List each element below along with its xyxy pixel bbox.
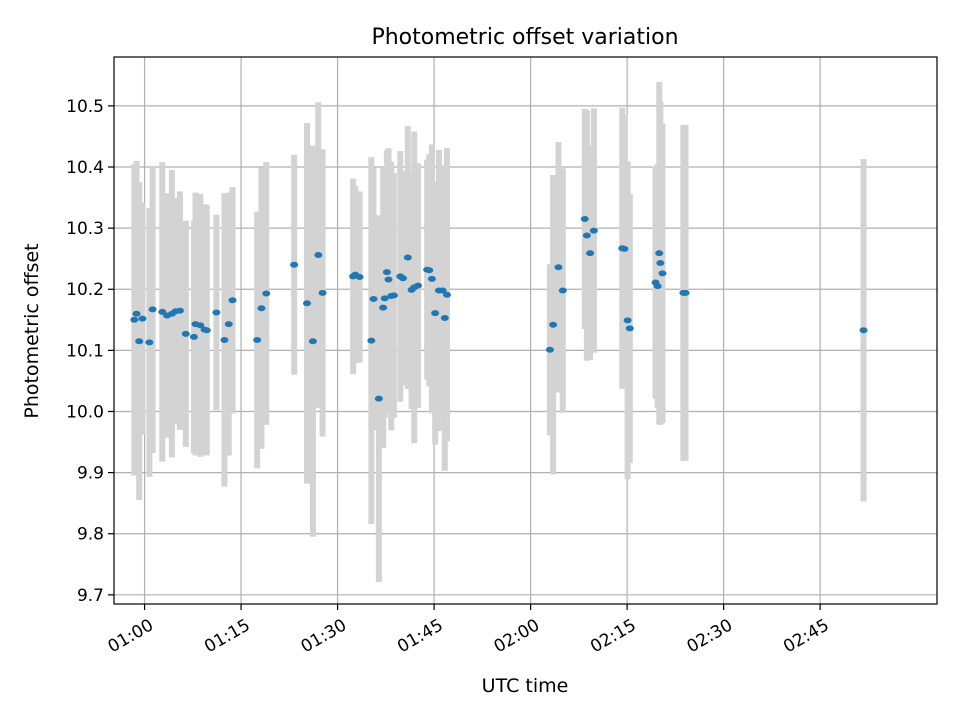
- data-point: [374, 395, 383, 402]
- x-axis-ticks: 01:00 01:15 01:30 01:45 02:00 02:15 02:30 02:45: [105, 604, 833, 657]
- data-point: [318, 289, 327, 296]
- y-tick-label: 9.9: [77, 464, 104, 484]
- grid-lines: [114, 57, 937, 604]
- y-tick-label: 10.1: [66, 341, 104, 361]
- data-point: [620, 245, 629, 252]
- data-point: [440, 314, 449, 321]
- data-point: [262, 290, 271, 297]
- x-tick-label: 02:15: [587, 615, 639, 657]
- y-tick-label: 9.7: [77, 586, 104, 606]
- data-point: [427, 275, 436, 282]
- x-tick-label: 02:45: [780, 615, 832, 657]
- data-point: [431, 310, 440, 317]
- data-point: [253, 336, 262, 343]
- data-point: [384, 276, 393, 283]
- data-point: [220, 336, 229, 343]
- y-tick-label: 10.5: [66, 97, 104, 117]
- data-point: [158, 308, 167, 315]
- data-point: [379, 304, 388, 311]
- data-point: [545, 346, 554, 353]
- plot-area-frame: [113, 56, 938, 605]
- data-point: [138, 315, 147, 322]
- data-point: [656, 259, 665, 266]
- data-point: [145, 339, 154, 346]
- data-point: [228, 297, 237, 304]
- data-point: [130, 316, 139, 323]
- data-point: [554, 264, 563, 271]
- x-tick-label: 01:00: [105, 615, 157, 657]
- data-point: [196, 322, 205, 329]
- y-tick-label: 10.0: [66, 402, 104, 422]
- data-point: [290, 261, 299, 268]
- x-tick-label: 01:30: [298, 615, 350, 657]
- x-tick-label: 02:30: [684, 615, 736, 657]
- data-point: [658, 270, 667, 277]
- chart-title: Photometric offset variation: [371, 25, 678, 50]
- data-point: [655, 250, 664, 257]
- data-point: [202, 327, 211, 334]
- y-tick-label: 10.2: [66, 280, 104, 300]
- data-point: [135, 338, 144, 345]
- data-point: [558, 287, 567, 294]
- y-tick-label: 10.4: [66, 158, 104, 178]
- data-point: [442, 291, 451, 298]
- data-point: [181, 330, 190, 337]
- y-tick-label: 9.8: [77, 525, 104, 545]
- data-point: [859, 327, 868, 334]
- data-point: [369, 296, 378, 303]
- data-point: [382, 269, 391, 276]
- data-point: [257, 305, 266, 312]
- y-axis-label: Photometric offset: [21, 243, 43, 418]
- data-point: [580, 215, 589, 222]
- data-point: [403, 254, 412, 261]
- x-tick-label: 01:15: [201, 615, 253, 657]
- data-point: [586, 250, 595, 257]
- data-point: [303, 300, 312, 307]
- data-point: [582, 232, 591, 239]
- data-point: [398, 275, 407, 282]
- y-tick-label: 10.3: [66, 219, 104, 239]
- data-point: [589, 227, 598, 234]
- data-point: [549, 321, 558, 328]
- data-point: [681, 289, 690, 296]
- data-point: [425, 267, 434, 274]
- data-point: [175, 307, 184, 314]
- data-point: [380, 295, 389, 302]
- x-tick-label: 01:45: [394, 615, 446, 657]
- data-point: [132, 310, 141, 317]
- data-point: [148, 306, 157, 313]
- data-point: [314, 252, 323, 259]
- data-point: [623, 317, 632, 324]
- data-point: [414, 282, 423, 289]
- data-point: [189, 333, 198, 340]
- data-point: [212, 309, 221, 316]
- data-point: [625, 325, 634, 332]
- data-point: [308, 338, 317, 345]
- data-point: [653, 283, 662, 290]
- data-point: [224, 321, 233, 328]
- error-bars: [131, 82, 867, 582]
- data-points: [130, 215, 868, 402]
- data-point: [367, 337, 376, 344]
- data-point: [389, 292, 398, 299]
- y-axis-ticks: 9.7 9.8 9.9 10.0 10.1 10.2 10.3 10.4 10.5: [66, 97, 114, 606]
- x-tick-label: 02:00: [491, 615, 543, 657]
- x-axis-label: UTC time: [482, 675, 569, 697]
- data-point: [438, 287, 447, 294]
- data-point: [355, 274, 364, 281]
